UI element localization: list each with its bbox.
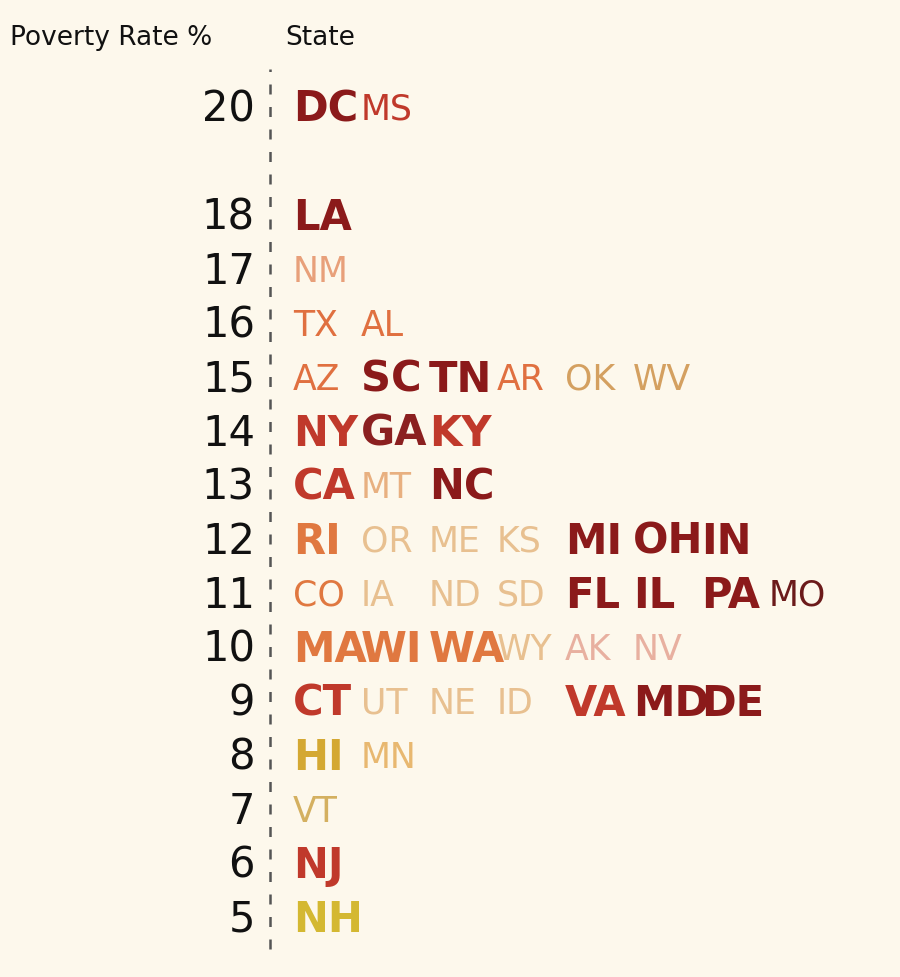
- Text: NM: NM: [293, 255, 349, 289]
- Text: MD: MD: [633, 682, 709, 724]
- Text: PA: PA: [701, 574, 760, 616]
- Text: TX: TX: [293, 309, 338, 343]
- Text: TN: TN: [429, 359, 492, 401]
- Text: RI: RI: [293, 521, 341, 563]
- Text: OH: OH: [633, 521, 704, 563]
- Text: VT: VT: [293, 794, 338, 828]
- Text: 13: 13: [202, 467, 255, 508]
- Text: IA: IA: [361, 578, 395, 613]
- Text: MO: MO: [769, 578, 826, 613]
- Text: WV: WV: [633, 362, 691, 397]
- Text: 8: 8: [229, 737, 255, 779]
- Text: 7: 7: [229, 790, 255, 832]
- Text: 17: 17: [202, 251, 255, 293]
- Text: 9: 9: [229, 682, 255, 724]
- Text: Poverty Rate %: Poverty Rate %: [10, 25, 212, 51]
- Text: LA: LA: [293, 196, 352, 238]
- Text: ME: ME: [429, 525, 481, 559]
- Text: 20: 20: [202, 89, 255, 131]
- Text: MS: MS: [361, 93, 413, 127]
- Text: IL: IL: [633, 574, 675, 616]
- Text: CT: CT: [293, 682, 352, 724]
- Text: 16: 16: [202, 305, 255, 347]
- Text: WI: WI: [361, 628, 422, 670]
- Text: NY: NY: [293, 412, 358, 454]
- Text: GA: GA: [361, 412, 428, 454]
- Text: NC: NC: [429, 467, 494, 508]
- Text: ND: ND: [429, 578, 482, 613]
- Text: MN: MN: [361, 741, 417, 774]
- Text: UT: UT: [361, 686, 408, 720]
- Text: AZ: AZ: [293, 362, 340, 397]
- Text: 15: 15: [202, 359, 255, 401]
- Text: FL: FL: [565, 574, 620, 616]
- Text: 10: 10: [202, 628, 255, 670]
- Text: DC: DC: [293, 89, 358, 131]
- Text: ID: ID: [497, 686, 534, 720]
- Text: WY: WY: [497, 632, 553, 666]
- Text: HI: HI: [293, 737, 344, 779]
- Text: NJ: NJ: [293, 844, 344, 886]
- Text: NH: NH: [293, 898, 363, 940]
- Text: OK: OK: [565, 362, 616, 397]
- Text: CO: CO: [293, 578, 345, 613]
- Text: 18: 18: [202, 196, 255, 238]
- Text: IN: IN: [701, 521, 752, 563]
- Text: MA: MA: [293, 628, 367, 670]
- Text: AK: AK: [565, 632, 611, 666]
- Text: CA: CA: [293, 467, 356, 508]
- Text: NE: NE: [429, 686, 477, 720]
- Text: OR: OR: [361, 525, 412, 559]
- Text: 14: 14: [202, 412, 255, 454]
- Text: KY: KY: [429, 412, 491, 454]
- Text: State: State: [285, 25, 355, 51]
- Text: 6: 6: [229, 844, 255, 886]
- Text: 12: 12: [202, 521, 255, 563]
- Text: SD: SD: [497, 578, 545, 613]
- Text: WA: WA: [429, 628, 505, 670]
- Text: 11: 11: [202, 574, 255, 616]
- Text: VA: VA: [565, 682, 626, 724]
- Text: MT: MT: [361, 471, 412, 504]
- Text: SC: SC: [361, 359, 421, 401]
- Text: DE: DE: [701, 682, 764, 724]
- Text: KS: KS: [497, 525, 542, 559]
- Text: MI: MI: [565, 521, 622, 563]
- Text: AL: AL: [361, 309, 404, 343]
- Text: 5: 5: [229, 898, 255, 940]
- Text: AR: AR: [497, 362, 544, 397]
- Text: NV: NV: [633, 632, 683, 666]
